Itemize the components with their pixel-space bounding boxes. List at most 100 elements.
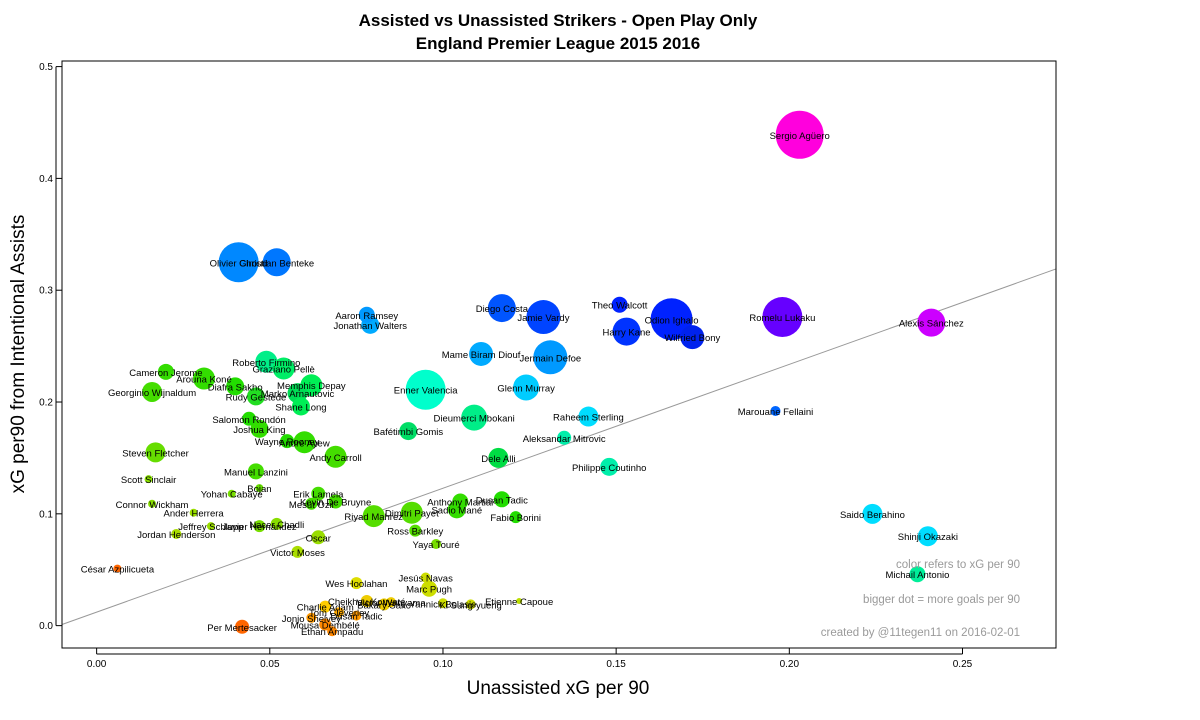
- data-point: [360, 595, 373, 608]
- data-point: [262, 248, 291, 277]
- point-label: Bojan: [247, 484, 271, 495]
- point-label: Jordan Henderson: [137, 530, 215, 541]
- data-point: [612, 317, 641, 346]
- point-label: Marouane Fellaini: [738, 407, 814, 418]
- point-label: César Azpilicueta: [81, 565, 155, 576]
- chart-subtitle: England Premier League 2015 2016: [416, 34, 700, 53]
- data-point: [272, 357, 295, 380]
- point-label: Anthony Martial: [427, 498, 493, 509]
- data-point: [319, 618, 332, 631]
- chart-title: Assisted vs Unassisted Strikers - Open P…: [359, 11, 758, 30]
- point-label: Ethan Ampadu: [301, 627, 363, 638]
- data-point: [327, 626, 338, 637]
- data-point: [113, 564, 122, 573]
- point-label: Ander Herrera: [164, 509, 225, 520]
- data-point: [358, 306, 375, 323]
- point-label: Sergio Agüero: [770, 131, 830, 142]
- point-label: Javier Hernández: [222, 522, 297, 533]
- point-label: Cameron Jerome: [129, 368, 202, 379]
- point-label: Sadio Mané: [431, 505, 482, 516]
- data-point: [461, 404, 488, 431]
- color-note: color refers to xG per 90: [896, 559, 1020, 571]
- point-label: Jeffrey Schlupp: [178, 522, 243, 533]
- point-label: Jermain Defoe: [519, 353, 581, 364]
- data-point: [253, 520, 266, 533]
- point-label: Erik Lamela: [293, 490, 344, 501]
- x-tick-label: 0.10: [433, 659, 453, 670]
- point-label: Diafra Sakho: [208, 382, 263, 393]
- data-point: [226, 377, 245, 396]
- data-point: [775, 110, 824, 159]
- data-point: [250, 419, 269, 438]
- point-label: Ross Barkley: [387, 527, 443, 538]
- y-axis-label: xG per90 from Intentional Assists: [8, 215, 29, 494]
- data-point: [405, 369, 446, 410]
- data-point: [557, 430, 572, 445]
- point-label: Roberto Firmino: [232, 358, 300, 369]
- point-label: Wayne Rooney: [255, 437, 320, 448]
- data-point: [227, 489, 236, 498]
- x-axis-label: Unassisted xG per 90: [467, 678, 650, 699]
- point-label: Yohan Cabaye: [201, 490, 263, 501]
- point-label: Mame Biram Diouf: [442, 350, 521, 361]
- point-label: Per Mertesacker: [207, 623, 277, 634]
- y-tick-label: 0.2: [39, 398, 53, 409]
- credit-text: created by @11tegen11 on 2016-02-01: [821, 627, 1020, 639]
- point-label: Manuel Lanzini: [224, 467, 288, 478]
- data-point: [291, 545, 304, 558]
- data-point: [611, 296, 628, 313]
- data-point: [255, 350, 278, 373]
- plot-frame: [61, 60, 1057, 649]
- data-point: [386, 597, 397, 608]
- point-label: Michail Antonio: [886, 570, 950, 581]
- data-point: [437, 598, 448, 609]
- point-label: Oscar: [306, 533, 331, 544]
- point-label: Odion Ighalo: [645, 315, 699, 326]
- data-point: [293, 431, 316, 454]
- point-label: Jonjo Shelvey: [282, 614, 341, 625]
- point-label: Nacer Chadli: [249, 520, 304, 531]
- data-point: [334, 607, 345, 618]
- point-label: Dele Alli: [481, 454, 515, 465]
- data-point: [311, 486, 326, 501]
- point-label: Enner Valencia: [394, 386, 458, 397]
- y-tick-label: 0.0: [39, 621, 53, 632]
- point-label: Etienne Capoue: [485, 597, 553, 608]
- point-label: Victor Moses: [270, 548, 325, 559]
- point-label: Theo Walcott: [592, 301, 648, 312]
- data-point: [909, 566, 926, 583]
- point-label: Bakary Sako: [357, 600, 411, 611]
- data-point: [452, 493, 469, 510]
- point-label: Graziano Pellè: [253, 364, 315, 375]
- data-point: [255, 484, 264, 493]
- point-label: Marko Arnautovic: [261, 389, 335, 400]
- trend-line: [61, 268, 1057, 625]
- data-point: [420, 572, 431, 583]
- data-point: [189, 508, 198, 517]
- point-label: Fabio Borini: [490, 513, 541, 524]
- data-point: [144, 475, 153, 484]
- data-point: [409, 524, 422, 537]
- point-label: Mesut Özil: [289, 500, 334, 511]
- data-point: [351, 610, 362, 621]
- point-label: Jonathan Walters: [333, 321, 407, 332]
- point-label: Victor Wanyama: [356, 598, 426, 609]
- point-label: Charlie Adam: [297, 603, 354, 614]
- point-label: Glenn Murray: [497, 383, 555, 394]
- y-tick-label: 0.4: [39, 174, 53, 185]
- point-label: Scott Sinclair: [121, 475, 176, 486]
- point-label: André Ayew: [279, 438, 330, 449]
- y-tick-label: 0.5: [39, 62, 53, 73]
- data-point: [465, 599, 476, 610]
- data-point: [650, 298, 693, 341]
- data-point: [280, 434, 295, 449]
- point-label: Rudy Gestede: [226, 392, 287, 403]
- point-label: Yaya Touré: [412, 540, 459, 551]
- data-point: [862, 503, 883, 524]
- point-label: Salomón Rondón: [212, 415, 285, 426]
- data-point: [242, 411, 257, 426]
- data-point: [247, 463, 264, 480]
- data-point: [400, 501, 423, 524]
- point-label: Wes Hoolahan: [325, 579, 387, 590]
- data-point: [319, 600, 332, 613]
